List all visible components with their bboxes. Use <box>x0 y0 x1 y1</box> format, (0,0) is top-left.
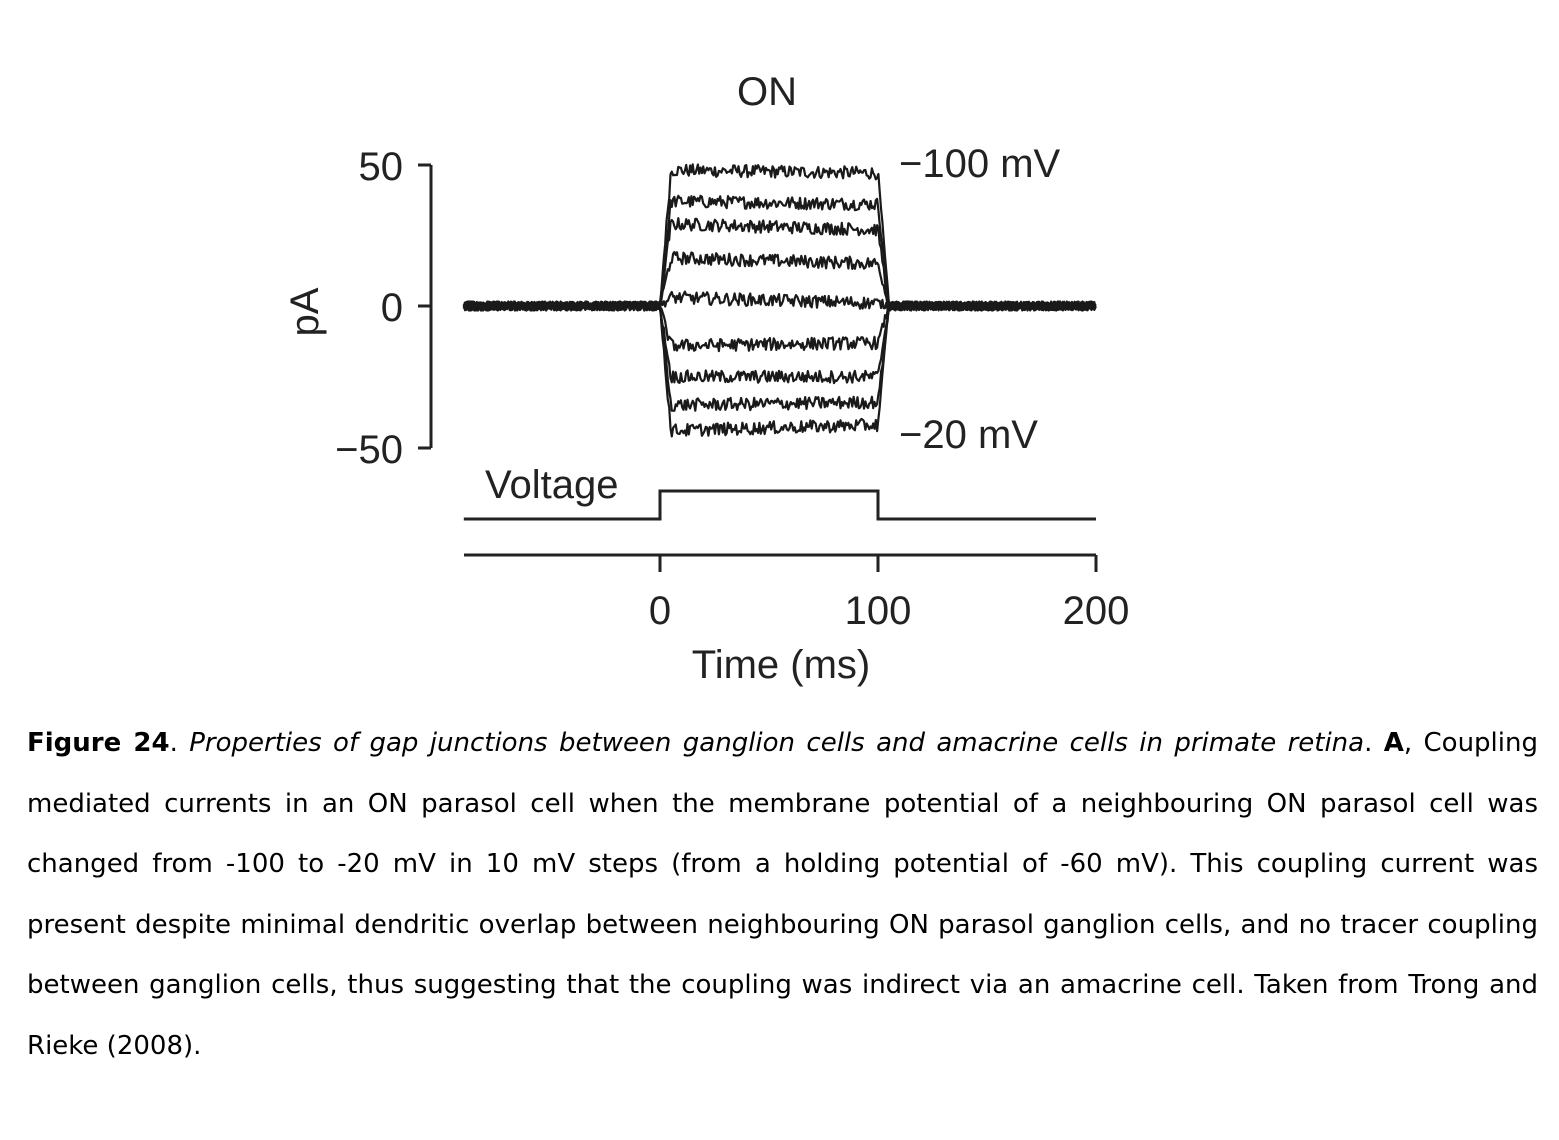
annotation-top-trace: −100 mV <box>899 142 1061 186</box>
x-tick-label: 0 <box>649 589 671 633</box>
voltage-label: Voltage <box>485 463 618 507</box>
x-axis-label: Time (ms) <box>692 643 870 687</box>
chart-svg: ON 50 0 −50 pA −100 mV −20 mV Voltage 0 … <box>283 70 1130 687</box>
caption-separator: . <box>169 728 190 758</box>
caption-body: , Coupling mediated currents in an ON pa… <box>27 728 1538 1061</box>
voltage-trace <box>463 489 1096 521</box>
y-axis-label: pA <box>283 287 327 336</box>
y-tick-label: −50 <box>335 428 403 472</box>
current-trace-8 <box>463 300 1097 412</box>
current-trace-1 <box>462 163 1097 312</box>
current-trace-7 <box>462 300 1097 385</box>
x-tick-label: 200 <box>1063 589 1130 633</box>
figure-label: Figure 24 <box>27 728 170 758</box>
voltage-trace-group <box>463 489 1096 521</box>
figure-caption: Figure 24. Properties of gap junctions b… <box>27 713 1538 1076</box>
x-tick-label: 100 <box>845 589 912 633</box>
y-tick-label: 0 <box>381 286 403 330</box>
figure-title: Properties of gap junctions between gang… <box>189 728 1365 758</box>
current-trace-9 <box>463 300 1097 438</box>
x-axis: 0 100 200 Time (ms) <box>464 553 1130 687</box>
caption-separator: . <box>1364 728 1384 758</box>
chart-figure: ON 50 0 −50 pA −100 mV −20 mV Voltage 0 … <box>283 70 1130 687</box>
chart-title: ON <box>737 70 797 114</box>
y-axis: 50 0 −50 pA <box>283 145 433 472</box>
current-traces <box>462 163 1097 438</box>
y-tick-label: 50 <box>359 145 404 189</box>
panel-label: A <box>1383 728 1404 758</box>
annotation-bottom-trace: −20 mV <box>899 413 1038 457</box>
